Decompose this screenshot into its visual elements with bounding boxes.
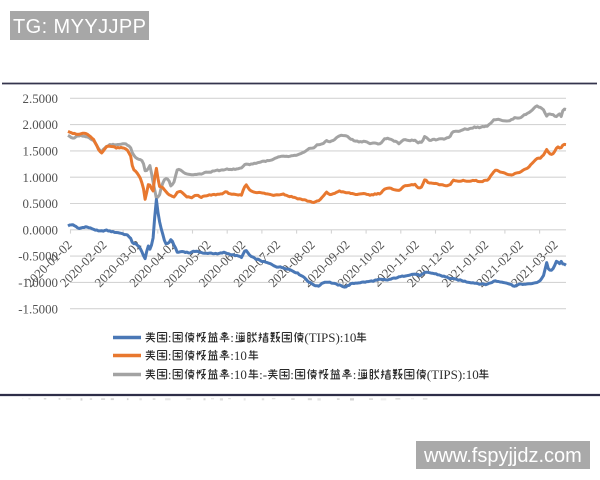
svg-text:-1.5000: -1.5000 xyxy=(18,302,58,316)
svg-text::10: :10 xyxy=(230,367,247,382)
svg-text:TG: MYYJJPP: TG: MYYJJPP xyxy=(13,16,146,38)
svg-text:0.0000: 0.0000 xyxy=(23,223,58,237)
svg-text:www.fspyjjdz.com: www.fspyjjdz.com xyxy=(423,445,582,467)
svg-text:-1.0000: -1.0000 xyxy=(18,276,58,290)
svg-text:2.5000: 2.5000 xyxy=(23,92,58,106)
svg-text::: : xyxy=(168,348,172,363)
svg-text:1.0000: 1.0000 xyxy=(23,171,58,185)
svg-text::-: :- xyxy=(259,367,267,382)
svg-text::: : xyxy=(168,330,172,345)
svg-text::: : xyxy=(353,367,357,382)
svg-text:-0.5000: -0.5000 xyxy=(18,250,58,264)
svg-text:(TIPS):10: (TIPS):10 xyxy=(427,367,479,382)
svg-text::: : xyxy=(168,367,172,382)
svg-text:2.0000: 2.0000 xyxy=(23,118,58,132)
svg-text:0.5000: 0.5000 xyxy=(23,197,58,211)
svg-text::: : xyxy=(230,330,234,345)
svg-text:(TIPS):10: (TIPS):10 xyxy=(304,330,356,345)
svg-text::10: :10 xyxy=(230,348,247,363)
svg-text:1.5000: 1.5000 xyxy=(23,145,58,159)
svg-text::: : xyxy=(290,367,294,382)
